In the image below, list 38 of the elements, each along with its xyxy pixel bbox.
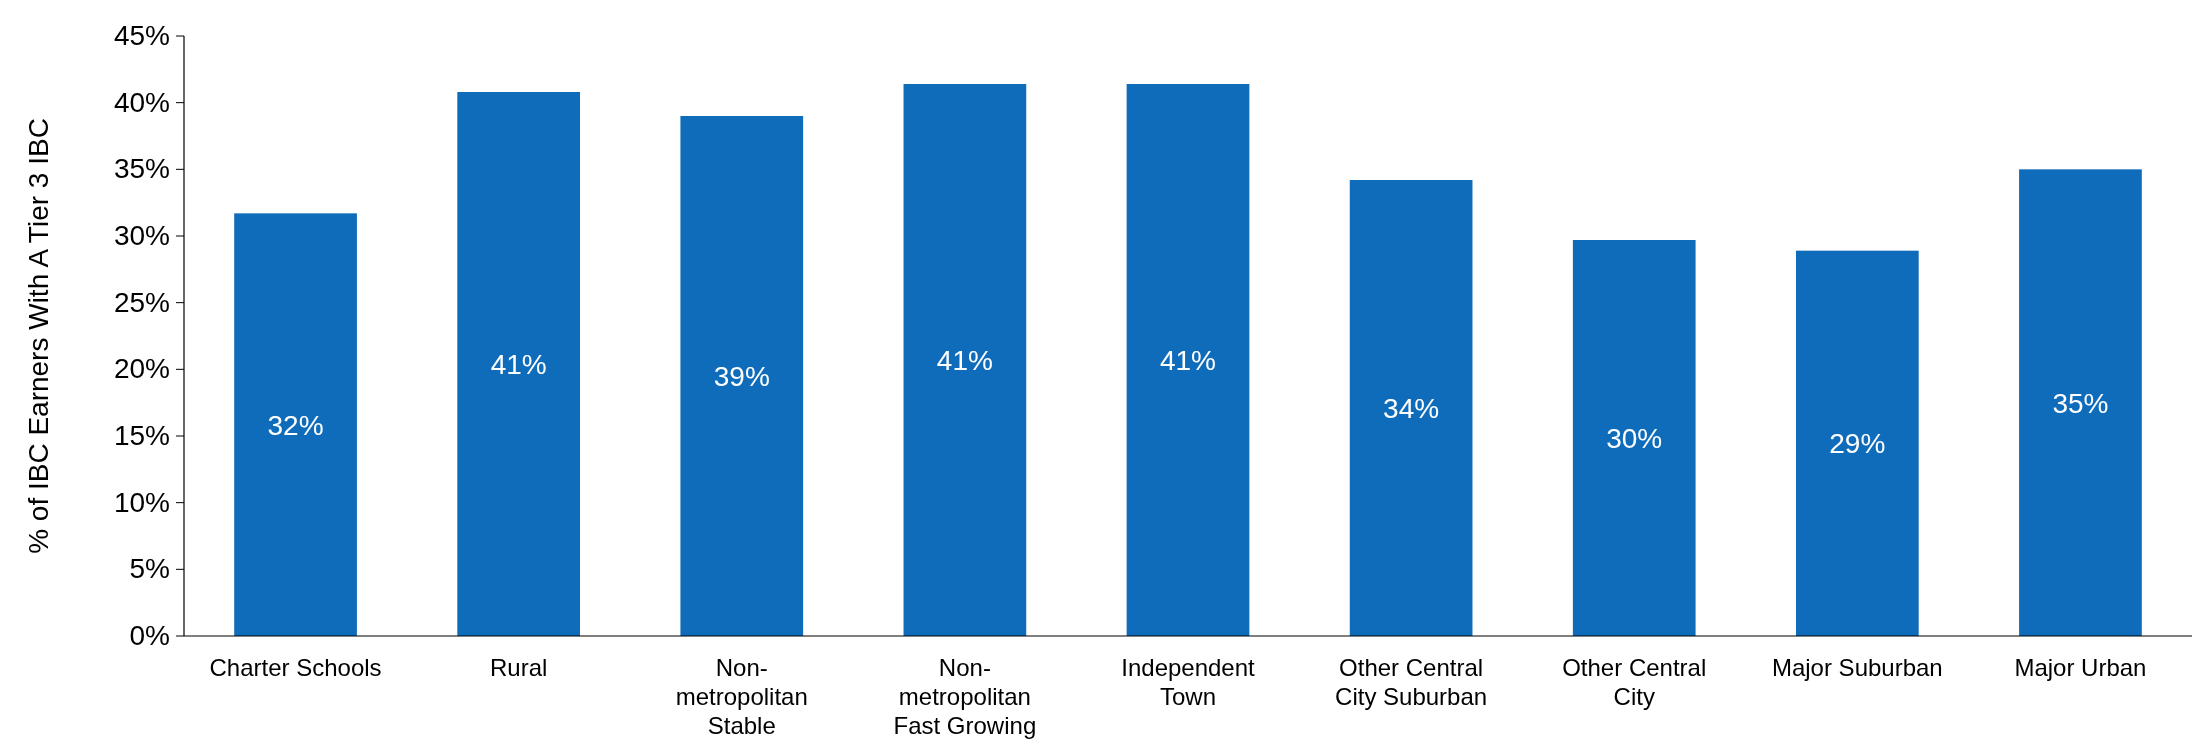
bar: [1349, 180, 1473, 636]
bar: [1126, 84, 1250, 636]
data-label: 29%: [1829, 428, 1886, 460]
y-tick-label: 40%: [113, 86, 170, 118]
x-tick-label: Major Urban: [2014, 654, 2147, 681]
data-label: 39%: [713, 361, 770, 392]
y-tick-label: 30%: [113, 220, 170, 251]
y-tick-label: 45%: [113, 20, 170, 51]
y-tick-label: 35%: [113, 153, 170, 185]
x-tick-label: Other Central City: [1562, 654, 1707, 710]
bar: [234, 213, 357, 636]
data-label: 41%: [936, 345, 993, 376]
data-label: 41%: [1159, 345, 1217, 376]
y-tick-label: 15%: [113, 420, 170, 451]
x-tick-label: Independent Town: [1121, 654, 1256, 710]
data-label: 30%: [1606, 423, 1663, 454]
data-label: 34%: [1383, 393, 1440, 424]
data-label: 35%: [2052, 387, 2109, 419]
y-tick-label: 25%: [113, 286, 170, 318]
x-tick-label: Non-metropolitan Stable: [675, 654, 808, 739]
data-label: 32%: [267, 409, 324, 441]
bar: [1795, 250, 1919, 636]
x-tick-label: Charter Schools: [209, 654, 382, 681]
y-tick-label: 0%: [129, 620, 170, 651]
bar: [1572, 240, 1696, 636]
y-tick-label: 20%: [113, 353, 170, 385]
y-axis-title: % of IBC Earners With A Tier 3 IBC: [23, 118, 54, 554]
data-label: 41%: [490, 349, 547, 380]
y-tick-label: 5%: [129, 553, 170, 585]
bar: [457, 92, 581, 636]
bar: [680, 116, 804, 636]
x-tick-label: Rural: [489, 654, 548, 681]
bar: [903, 84, 1027, 636]
y-tick-label: 10%: [113, 486, 170, 518]
x-tick-label: Major Suburban: [1771, 654, 1943, 681]
x-tick-label: Other Central City Suburban: [1335, 654, 1488, 710]
bar: [2019, 169, 2142, 636]
x-tick-label: Non-metropolitan Fast Growing: [893, 654, 1037, 739]
